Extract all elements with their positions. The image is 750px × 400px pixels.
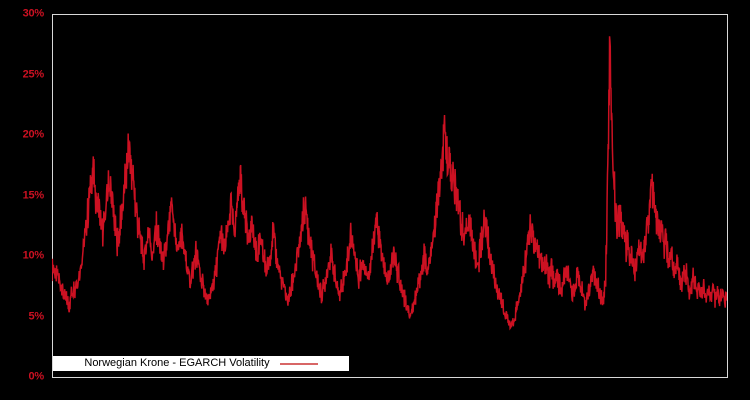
legend[interactable]: Norwegian Krone - EGARCH Volatility	[53, 356, 349, 371]
y-axis-tick-15: 15%	[22, 189, 45, 201]
legend-line-swatch	[279, 362, 318, 365]
y-axis-tick-10: 10%	[22, 249, 45, 262]
series-line	[52, 36, 727, 331]
volatility-series	[52, 36, 727, 331]
y-axis-tick-0: 0%	[28, 370, 45, 383]
plot-area	[52, 14, 728, 378]
legend-label: Norwegian Krone - EGARCH Volatility	[84, 357, 270, 369]
y-axis-tick-20: 20%	[22, 128, 45, 141]
y-axis-tick-5: 5%	[28, 310, 45, 322]
y-axis-tick-30: 30%	[22, 7, 45, 20]
y-axis-tick-25: 25%	[22, 68, 45, 80]
